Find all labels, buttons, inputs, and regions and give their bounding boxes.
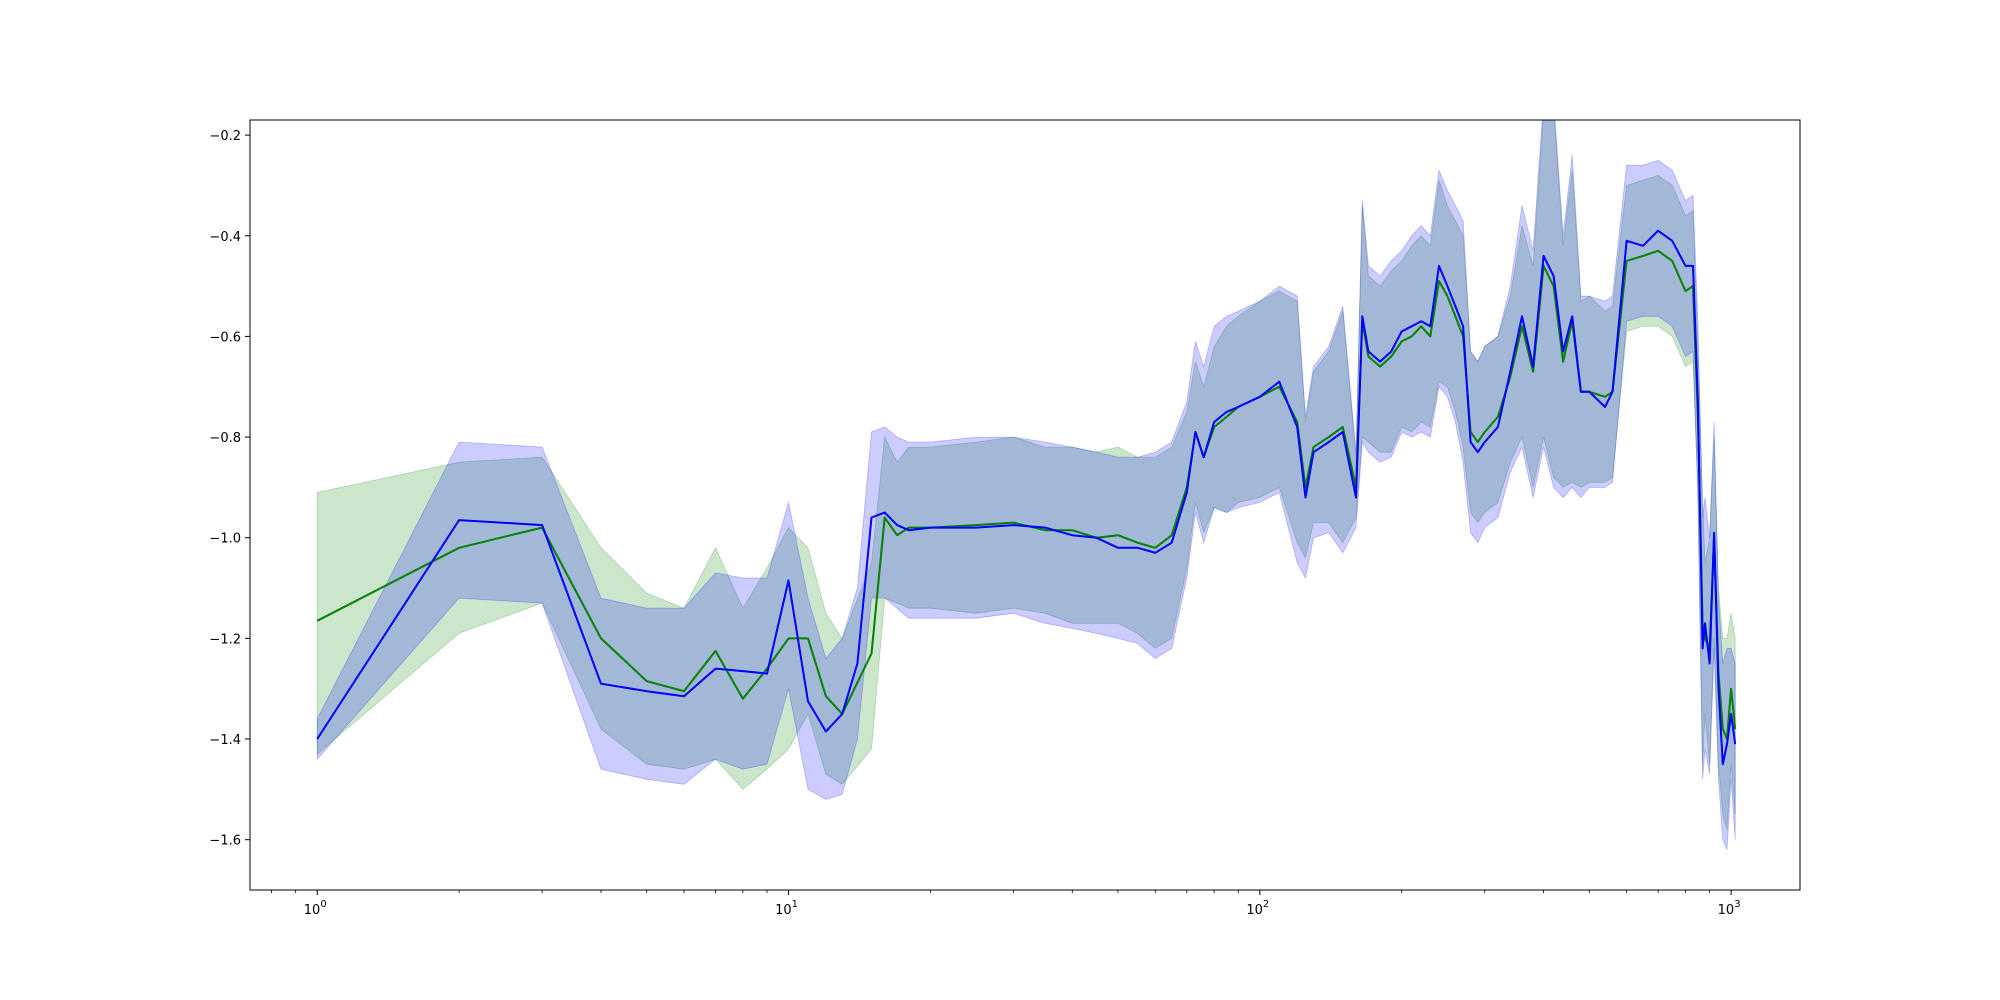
- y-tick-label: −1.4: [209, 733, 241, 748]
- y-tick-label: −0.2: [209, 129, 241, 144]
- y-tick-label: −1.6: [209, 834, 241, 849]
- series-2-line: [316, 229, 1737, 766]
- plot-frame: [249, 119, 1801, 891]
- y-tick-label: −1.2: [209, 632, 241, 647]
- series-lines: [316, 229, 1737, 766]
- y-tick-label: −0.8: [209, 431, 241, 446]
- y-axis: −0.2 −0.4 −0.6 −0.8 −1.0 −1.2 −1.4 −1.6: [209, 129, 250, 849]
- confidence-bands: [316, 120, 1736, 850]
- y-tick-label: −0.6: [209, 330, 241, 345]
- series-2-band: [316, 120, 1736, 850]
- y-tick-label: −1.0: [209, 532, 241, 547]
- y-tick-label: −0.4: [209, 230, 241, 245]
- series-1-band: [316, 120, 1736, 830]
